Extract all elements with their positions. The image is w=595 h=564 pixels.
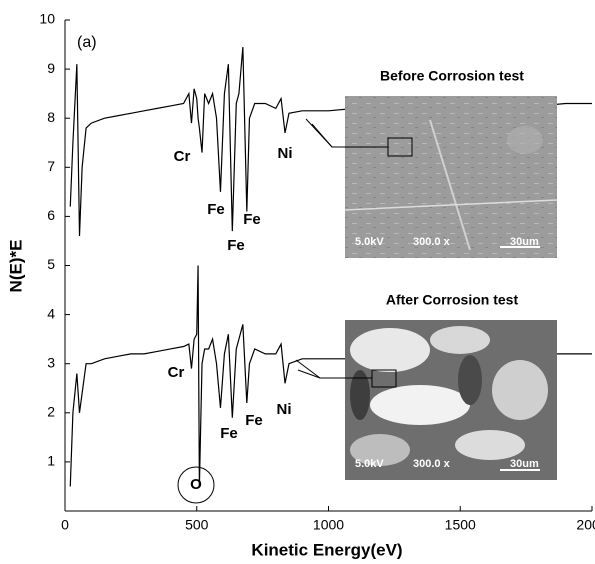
inset-label: 5.0kV xyxy=(355,236,384,248)
annotation: Fe xyxy=(243,211,261,228)
annotation: Fe xyxy=(207,201,225,218)
annotation: O xyxy=(190,476,202,493)
x-tick-label: 1500 xyxy=(445,517,476,533)
y-tick-label: 3 xyxy=(47,354,55,370)
annotation: Cr xyxy=(174,148,191,165)
annotation: Ni xyxy=(278,145,293,162)
inset-image-after xyxy=(345,320,557,480)
annotation: Fe xyxy=(245,412,263,429)
x-tick-label: 500 xyxy=(185,517,209,533)
x-axis-label: Kinetic Energy(eV) xyxy=(251,540,402,559)
x-tick-label: 0 xyxy=(61,517,69,533)
annotation: Fe xyxy=(227,237,245,254)
y-tick-label: 8 xyxy=(47,109,55,125)
x-tick-label: 1000 xyxy=(313,517,344,533)
inset-label: 5.0kV xyxy=(355,458,384,470)
y-tick-label: 10 xyxy=(39,11,55,27)
y-axis-label: N(E)*E xyxy=(6,240,25,293)
y-tick-label: 6 xyxy=(47,207,55,223)
inset-title: After Corrosion test xyxy=(386,292,519,308)
annotation: (a) xyxy=(77,34,97,51)
annotation: Cr xyxy=(168,364,185,381)
x-tick-label: 2000 xyxy=(576,517,595,533)
inset-label: 300.0 x xyxy=(413,236,451,248)
inset-image-before xyxy=(344,96,558,258)
annotation: Ni xyxy=(277,401,292,418)
inset-label: 300.0 x xyxy=(413,458,451,470)
leader-lines xyxy=(177,118,388,504)
inset-title: Before Corrosion test xyxy=(380,68,524,84)
inset-label: 30um xyxy=(510,236,539,248)
y-tick-label: 9 xyxy=(47,60,55,76)
annotation: Fe xyxy=(220,425,238,442)
y-tick-label: 7 xyxy=(47,158,55,174)
y-tick-label: 5 xyxy=(47,256,55,272)
y-tick-label: 1 xyxy=(47,453,55,469)
y-tick-label: 2 xyxy=(47,404,55,420)
y-tick-label: 4 xyxy=(47,305,55,321)
inset-label: 30um xyxy=(510,458,539,470)
